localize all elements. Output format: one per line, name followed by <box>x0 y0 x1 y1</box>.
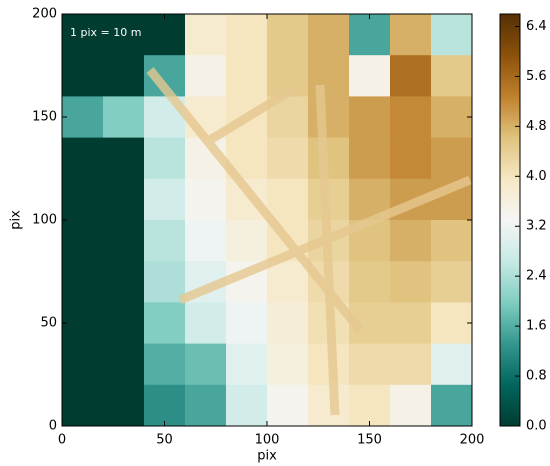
heatmap-cell <box>308 96 350 138</box>
y-tick-label: 150 <box>32 110 57 125</box>
heatmap-cell <box>144 385 186 427</box>
heatmap-cell <box>62 55 104 97</box>
y-tick-label: 200 <box>32 7 57 22</box>
heatmap-cell <box>103 344 145 386</box>
heatmap-cell <box>103 385 145 427</box>
y-axis-label: pix <box>9 210 24 230</box>
colorbar-tick-label: 0.0 <box>526 419 547 434</box>
heatmap-cell <box>185 14 227 56</box>
heatmap-cell <box>144 14 186 56</box>
heatmap-cell <box>267 344 309 386</box>
heatmap-cell <box>144 302 186 344</box>
heatmap-cell <box>62 138 104 180</box>
heatmap-cell <box>62 179 104 221</box>
heatmap-cell <box>431 344 473 386</box>
heatmap-cell <box>390 220 432 262</box>
heatmap-cell <box>62 96 104 138</box>
colorbar-tick-label: 3.2 <box>526 219 547 234</box>
heatmap-cell <box>349 55 391 97</box>
heatmap-cell <box>390 138 432 180</box>
heatmap-cell <box>308 385 350 427</box>
heatmap-cell <box>390 344 432 386</box>
heatmap-cell <box>185 179 227 221</box>
annotation: 1 pix = 10 m <box>70 26 141 39</box>
heatmap-cell <box>308 138 350 180</box>
heatmap-cell <box>185 220 227 262</box>
heatmap-cell <box>267 261 309 303</box>
colorbar-tick-label: 4.0 <box>526 169 547 184</box>
heatmap-cell <box>103 96 145 138</box>
heatmap-cell <box>144 138 186 180</box>
heatmap-cell <box>226 302 268 344</box>
x-tick-label: 0 <box>58 433 66 448</box>
y-tick-label: 100 <box>32 213 57 228</box>
heatmap-cell <box>390 385 432 427</box>
heatmap-cell <box>103 220 145 262</box>
heatmap-cell <box>185 385 227 427</box>
heatmap-cell <box>431 220 473 262</box>
colorbar-tick-label: 0.8 <box>526 369 547 384</box>
heatmap-cell <box>226 55 268 97</box>
heatmap-cell <box>226 385 268 427</box>
heatmap-cell <box>144 179 186 221</box>
heatmap-cell <box>431 261 473 303</box>
heatmap-cell <box>267 138 309 180</box>
heatmap-cell <box>267 385 309 427</box>
heatmap-cell <box>431 138 473 180</box>
heatmap-cell <box>390 14 432 56</box>
colorbar-tick-label: 4.8 <box>526 119 547 134</box>
heatmap-cell <box>226 14 268 56</box>
heatmap-cell <box>390 302 432 344</box>
chart: 1 pix = 10 m pix pix 0 50 100 150 200 0 50 100 1… <box>0 0 550 466</box>
heatmap-cell <box>226 344 268 386</box>
heatmap-cell <box>144 220 186 262</box>
heatmap-cell <box>390 261 432 303</box>
heatmap-cell <box>226 220 268 262</box>
heatmap-cell <box>349 385 391 427</box>
heatmap-cell <box>103 179 145 221</box>
heatmap-cell <box>431 14 473 56</box>
colorbar <box>500 14 520 426</box>
heatmap-cell <box>103 302 145 344</box>
y-tick-label: 0 <box>49 419 57 434</box>
x-tick-label: 50 <box>156 433 173 448</box>
heatmap-cell <box>267 14 309 56</box>
heatmap-cell <box>185 55 227 97</box>
heatmap-cell <box>62 302 104 344</box>
heatmap-cell <box>390 55 432 97</box>
heatmap-cell <box>431 55 473 97</box>
heatmap-cell <box>431 302 473 344</box>
heatmap-cell <box>349 14 391 56</box>
heatmap-cell <box>62 261 104 303</box>
heatmap-cell <box>308 14 350 56</box>
heatmap-cell <box>308 55 350 97</box>
heatmap-cell <box>349 138 391 180</box>
colorbar-tick-label: 5.6 <box>526 69 547 84</box>
x-tick-label: 150 <box>357 433 382 448</box>
heatmap-cell <box>349 344 391 386</box>
x-tick-label: 200 <box>460 433 485 448</box>
heatmap-cell <box>62 385 104 427</box>
heatmap-cell <box>431 385 473 427</box>
heatmap-cell <box>62 344 104 386</box>
y-tick-label: 50 <box>40 316 57 331</box>
heatmap-cell <box>103 55 145 97</box>
heatmap-cell <box>349 96 391 138</box>
colorbar-tick-label: 2.4 <box>526 269 547 284</box>
heatmap-cell <box>103 138 145 180</box>
x-axis-label: pix <box>257 449 277 464</box>
heatmap-cell <box>103 261 145 303</box>
colorbar-tick-label: 6.4 <box>526 19 547 34</box>
x-tick-label: 100 <box>255 433 280 448</box>
heatmap-cell <box>267 179 309 221</box>
colorbar-tick-label: 1.6 <box>526 319 547 334</box>
heatmap-cell <box>62 220 104 262</box>
heatmap-cell <box>349 261 391 303</box>
heatmap-cell <box>144 344 186 386</box>
heatmap-cell <box>431 96 473 138</box>
heatmap-cell <box>185 302 227 344</box>
heatmap-cell <box>185 344 227 386</box>
heatmap-cell <box>267 302 309 344</box>
heatmap-cell <box>390 96 432 138</box>
